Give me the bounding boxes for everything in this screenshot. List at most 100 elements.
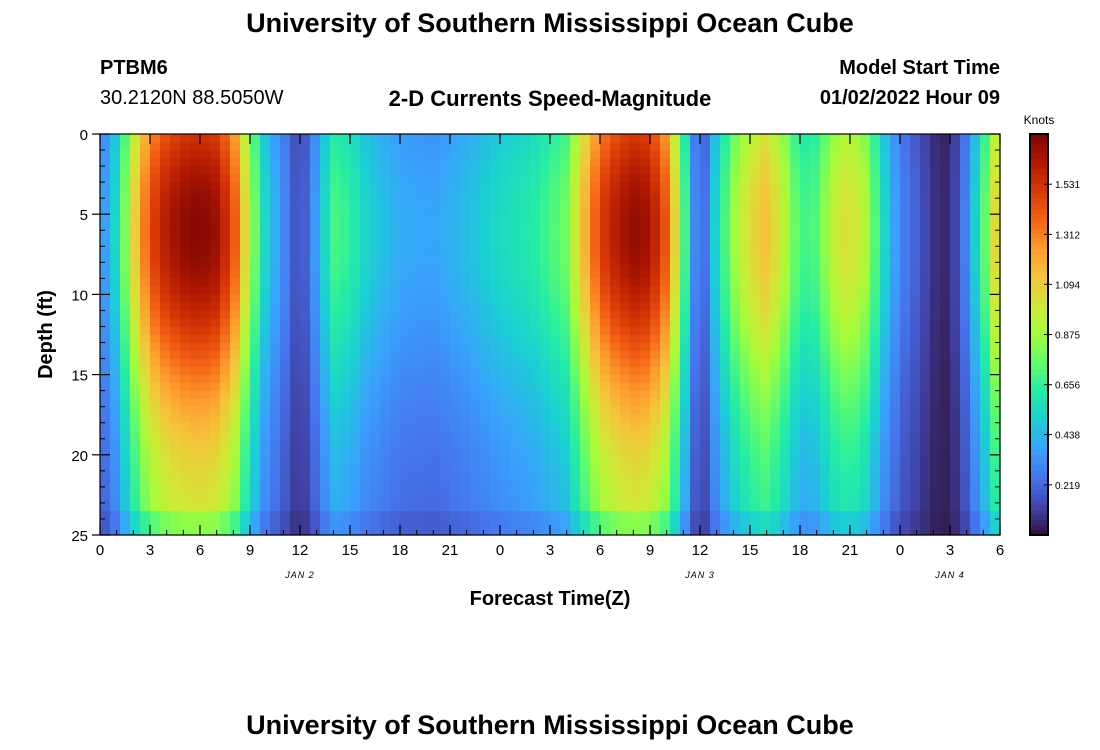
heatmap-cell [370,278,381,287]
heatmap-cell [810,198,821,207]
heatmap-cell [710,230,721,239]
heatmap-cell [530,294,541,304]
heatmap-cell [230,262,241,271]
heatmap-cell [800,310,811,320]
heatmap-cell [780,494,791,504]
heatmap-cell [590,134,601,143]
heatmap-cell [210,398,221,408]
heatmap-cell [320,174,331,183]
heatmap-cell [160,214,171,223]
heatmap-cell [260,510,271,520]
heatmap-cell [710,486,721,496]
heatmap-cell [430,198,441,207]
heatmap-cell [580,230,591,239]
heatmap-cell [890,470,901,480]
heatmap-cell [680,310,691,320]
heatmap-cell [130,478,141,488]
heatmap-cell [760,286,771,295]
heatmap-cell [450,142,461,151]
heatmap-cell [720,494,731,504]
heatmap-cell [280,134,291,143]
heatmap-cell [860,454,871,464]
heatmap-cell [490,350,501,360]
heatmap-cell [710,198,721,207]
heatmap-cell [920,462,931,472]
heatmap-cell [310,222,321,231]
heatmap-cell [840,174,851,183]
heatmap-cell [140,142,151,151]
heatmap-cell [780,462,791,472]
heatmap-cell [230,462,241,472]
heatmap-cell [340,286,351,295]
heatmap-cell [450,478,461,488]
heatmap-cell [720,342,731,352]
heatmap-cell [490,486,501,496]
heatmap-cell [280,478,291,488]
heatmap-cell [430,294,441,304]
heatmap-cell [370,134,381,143]
heatmap-cell [160,414,171,424]
heatmap-cell [600,214,611,223]
heatmap-cell [580,318,591,328]
heatmap-cell [120,158,131,167]
heatmap-cell [350,254,361,263]
heatmap-cell [780,470,791,480]
heatmap-cell [480,254,491,263]
heatmap-cell [670,422,681,432]
heatmap-cell [540,190,551,199]
heatmap-cell [110,342,121,352]
heatmap-cell [160,254,171,263]
heatmap-cell [920,286,931,295]
heatmap-cell [580,454,591,464]
heatmap-cell [220,302,231,312]
heatmap-cell [710,414,721,424]
heatmap-cell [970,518,981,528]
heatmap-cell [160,350,171,360]
heatmap-cell [900,382,911,392]
heatmap-cell [560,390,571,400]
heatmap-cell [780,406,791,416]
heatmap-cell [490,286,501,295]
heatmap-cell [400,174,411,183]
heatmap-cell [220,518,231,528]
heatmap-cell [690,342,701,352]
heatmap-cell [420,326,431,336]
heatmap-cell [770,238,781,247]
heatmap-cell [950,374,961,384]
heatmap-cell [850,206,861,215]
heatmap-cell [430,214,441,223]
heatmap-cell [680,342,691,352]
heatmap-cell [790,494,801,504]
heatmap-cell [810,174,821,183]
heatmap-cell [470,190,481,199]
heatmap-cell [810,342,821,352]
heatmap-cell [530,398,541,408]
heatmap-cell [510,182,521,191]
heatmap-cell [750,238,761,247]
heatmap-cell [960,374,971,384]
heatmap-cell [880,438,891,448]
heatmap-cell [990,326,1001,336]
heatmap-cell [350,190,361,199]
heatmap-cell [210,390,221,400]
heatmap-cell [690,254,701,263]
heatmap-cell [480,142,491,151]
heatmap-cell [340,294,351,304]
heatmap-cell [500,486,511,496]
heatmap-cell [380,422,391,432]
heatmap-cell [550,230,561,239]
heatmap-cell [920,134,931,143]
heatmap-cell [480,182,491,191]
heatmap-cell [750,470,761,480]
heatmap-cell [200,350,211,360]
heatmap-cell [300,278,311,287]
heatmap-cell [920,246,931,255]
heatmap-cell [920,398,931,408]
heatmap-cell [210,174,221,183]
heatmap-cell [120,134,131,143]
heatmap-cell [850,350,861,360]
heatmap-cell [210,430,221,440]
heatmap-cell [890,198,901,207]
heatmap-cell [820,398,831,408]
heatmap-cell [640,422,651,432]
